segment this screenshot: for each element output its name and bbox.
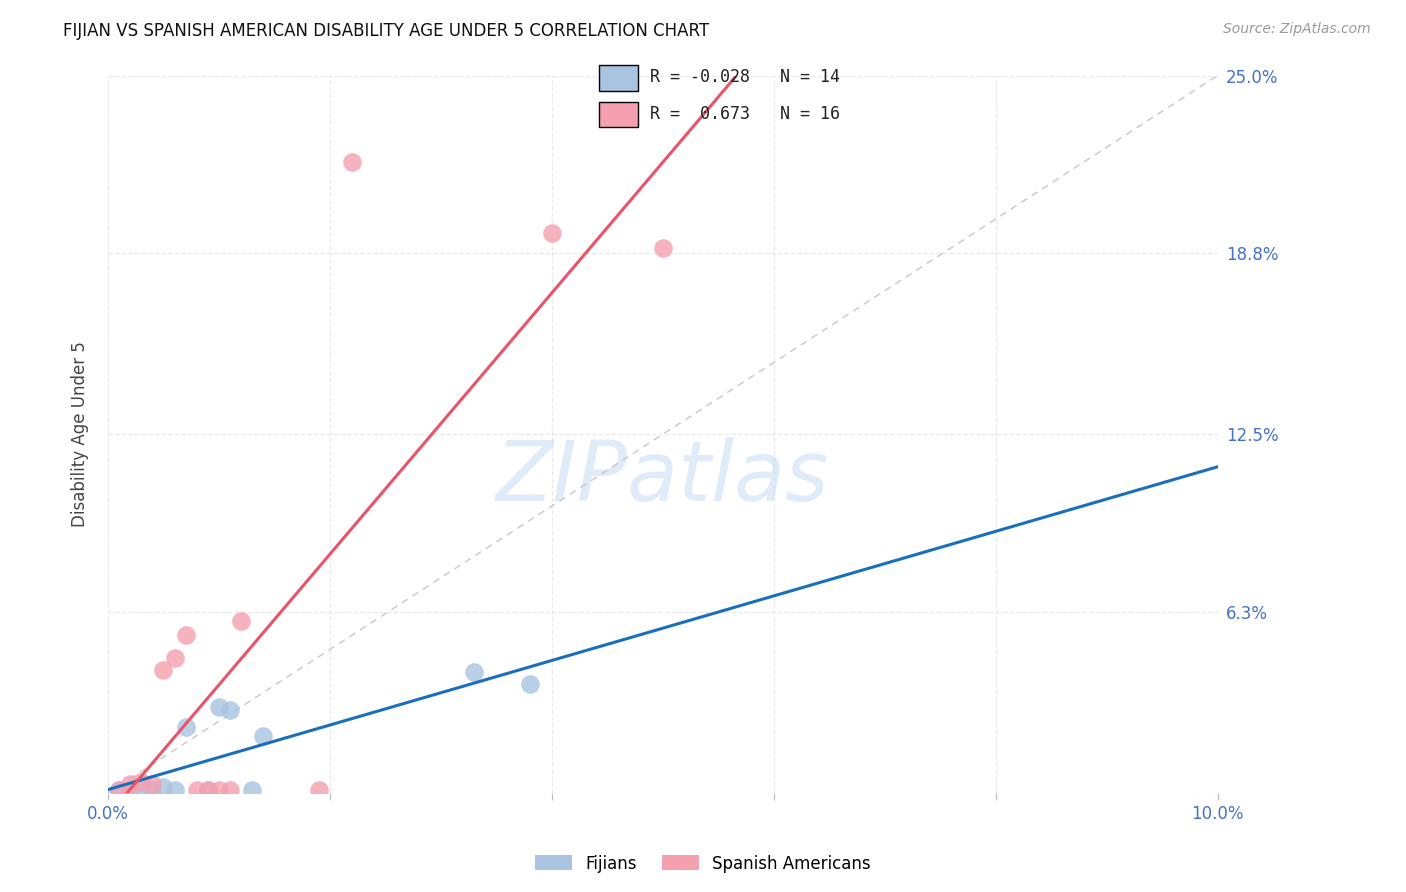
Point bbox=[519, 677, 541, 691]
Point bbox=[219, 783, 242, 797]
Text: ZIPatlas: ZIPatlas bbox=[496, 437, 830, 517]
Point bbox=[340, 154, 363, 169]
Point bbox=[197, 783, 219, 797]
Point bbox=[197, 783, 219, 797]
Point bbox=[252, 729, 274, 743]
Point bbox=[231, 614, 253, 628]
Y-axis label: Disability Age Under 5: Disability Age Under 5 bbox=[72, 342, 89, 527]
Text: FIJIAN VS SPANISH AMERICAN DISABILITY AGE UNDER 5 CORRELATION CHART: FIJIAN VS SPANISH AMERICAN DISABILITY AG… bbox=[63, 22, 710, 40]
Point bbox=[108, 783, 131, 797]
Point bbox=[308, 783, 330, 797]
Point bbox=[208, 783, 231, 797]
Point bbox=[240, 783, 263, 797]
Legend: Fijians, Spanish Americans: Fijians, Spanish Americans bbox=[529, 848, 877, 880]
Point bbox=[120, 783, 142, 797]
Point bbox=[108, 783, 131, 797]
Point bbox=[219, 703, 242, 717]
Point bbox=[540, 227, 562, 241]
FancyBboxPatch shape bbox=[599, 65, 638, 91]
Point bbox=[129, 780, 152, 795]
Point bbox=[651, 241, 673, 255]
Point bbox=[141, 777, 163, 791]
Text: Source: ZipAtlas.com: Source: ZipAtlas.com bbox=[1223, 22, 1371, 37]
Point bbox=[152, 663, 174, 677]
Point bbox=[152, 780, 174, 795]
Text: R =  0.673   N = 16: R = 0.673 N = 16 bbox=[650, 104, 839, 123]
Point bbox=[163, 651, 186, 665]
Point bbox=[120, 777, 142, 791]
Point bbox=[208, 699, 231, 714]
Point bbox=[174, 628, 197, 642]
Point bbox=[174, 720, 197, 734]
Point bbox=[163, 783, 186, 797]
FancyBboxPatch shape bbox=[599, 102, 638, 128]
Point bbox=[129, 774, 152, 789]
Point bbox=[463, 665, 485, 680]
Point bbox=[186, 783, 208, 797]
Text: R = -0.028   N = 14: R = -0.028 N = 14 bbox=[650, 69, 839, 87]
Point bbox=[141, 783, 163, 797]
